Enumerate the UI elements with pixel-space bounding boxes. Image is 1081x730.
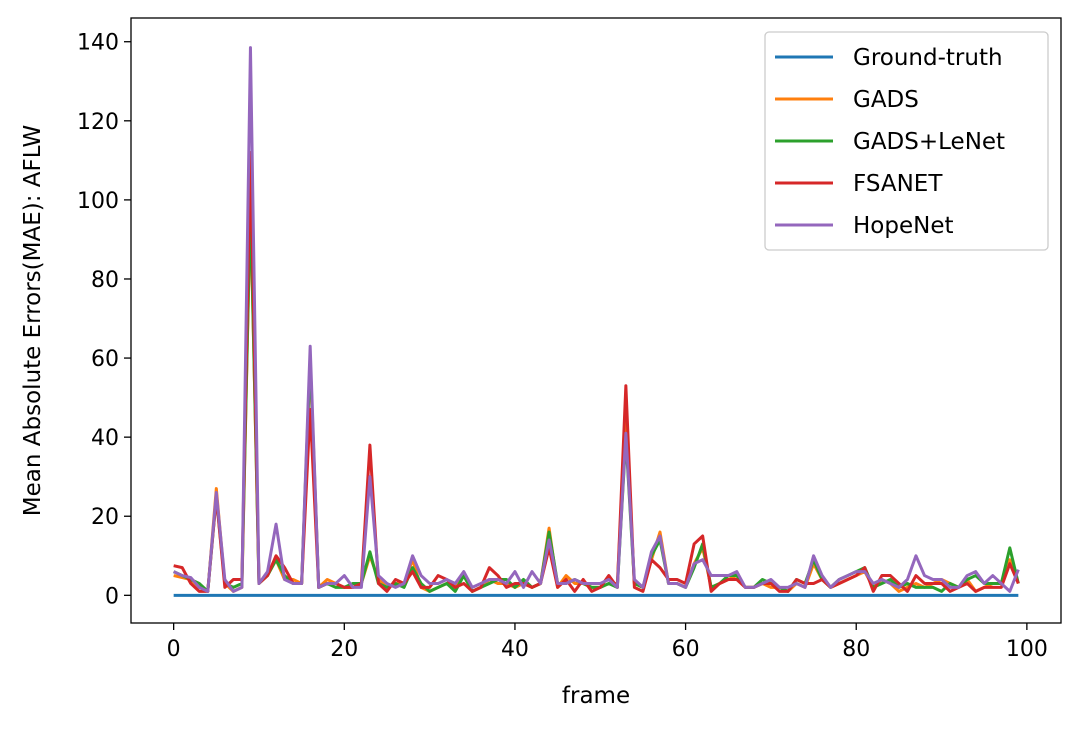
legend-label-gads-lenet: GADS+LeNet — [853, 129, 1005, 155]
y-tick-label: 100 — [77, 189, 119, 214]
series-layer — [173, 46, 1020, 597]
x-axis-ticks: 0 20 40 60 80 100 — [167, 623, 1048, 662]
y-axis-label: Mean Absolute Errors(MAE): AFLW — [20, 125, 46, 516]
legend: Ground-truth GADS GADS+LeNet FSANET HopeNet — [764, 31, 1049, 251]
legend-label-fsanet: FSANET — [853, 171, 943, 197]
x-tick-label: 40 — [501, 637, 529, 662]
series-line-hopenet — [173, 46, 1020, 593]
legend-label-gads: GADS — [853, 87, 919, 113]
legend-label-hopenet: HopeNet — [853, 213, 954, 239]
y-tick-label: 140 — [77, 31, 119, 56]
x-axis-label: frame — [562, 683, 630, 709]
x-tick-label: 100 — [1006, 637, 1048, 662]
x-tick-label: 60 — [672, 637, 700, 662]
x-tick-label: 0 — [167, 637, 181, 662]
y-tick-label: 40 — [91, 426, 119, 451]
x-tick-label: 80 — [842, 637, 870, 662]
axes-frame — [130, 17, 1062, 624]
legend-box — [764, 31, 1049, 251]
legend-label-ground-truth: Ground-truth — [853, 45, 1003, 71]
y-tick-label: 60 — [91, 347, 119, 372]
y-tick-label: 80 — [91, 268, 119, 293]
y-tick-label: 0 — [105, 584, 119, 609]
y-tick-label: 20 — [91, 505, 119, 530]
y-axis-ticks: 0 20 40 60 80 100 120 140 — [77, 31, 131, 609]
x-tick-label: 20 — [330, 637, 358, 662]
y-tick-label: 120 — [77, 110, 119, 135]
